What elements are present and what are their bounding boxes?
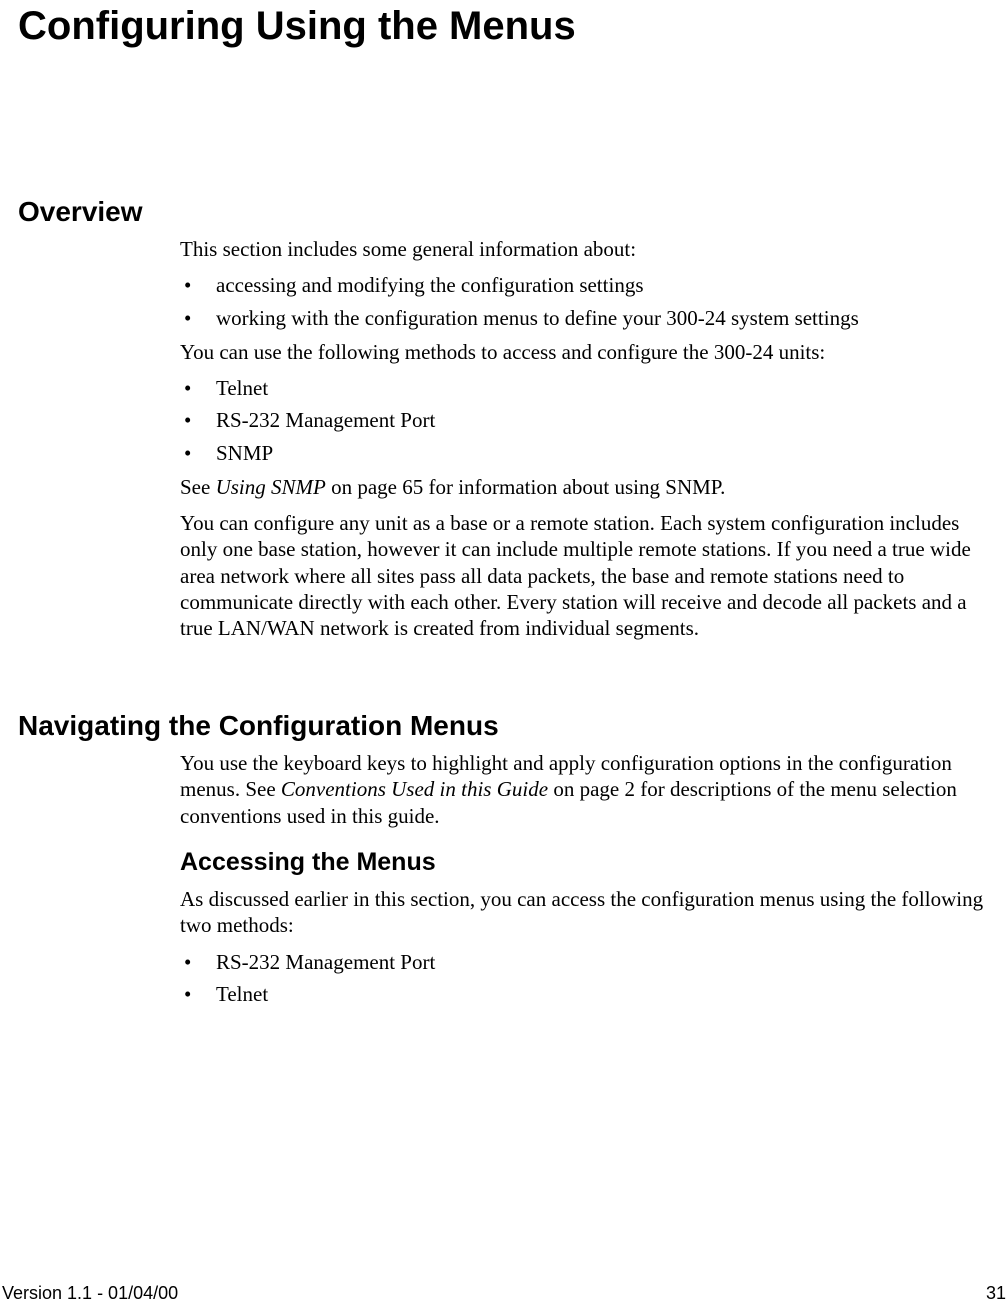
methods-intro: You can use the following methods to acc… — [180, 339, 990, 365]
see-pre: See — [180, 475, 216, 499]
footer-version: Version 1.1 - 01/04/00 — [2, 1283, 178, 1304]
list-item: accessing and modifying the configuratio… — [180, 272, 990, 298]
list-item: Telnet — [180, 981, 990, 1007]
overview-intro: This section includes some general infor… — [180, 236, 990, 262]
list-item: SNMP — [180, 440, 990, 466]
config-paragraph: You can configure any unit as a base or … — [180, 510, 990, 641]
see-snmp-line: See Using SNMP on page 65 for informatio… — [180, 474, 990, 500]
navigating-para: You use the keyboard keys to highlight a… — [180, 750, 990, 829]
page-title: Configuring Using the Menus — [18, 4, 576, 49]
page: Configuring Using the Menus Overview Thi… — [0, 0, 1008, 1312]
nav-para-ref: Conventions Used in this Guide — [281, 777, 548, 801]
list-item: RS-232 Management Port — [180, 949, 990, 975]
accessing-heading: Accessing the Menus — [180, 847, 990, 878]
list-item: RS-232 Management Port — [180, 407, 990, 433]
navigating-body: You use the keyboard keys to highlight a… — [180, 750, 990, 1015]
list-item: Telnet — [180, 375, 990, 401]
overview-bullets-b: Telnet RS-232 Management Port SNMP — [180, 375, 990, 466]
accessing-bullets: RS-232 Management Port Telnet — [180, 949, 990, 1008]
navigating-heading: Navigating the Configuration Menus — [18, 710, 499, 742]
overview-body: This section includes some general infor… — [180, 236, 990, 651]
footer-page-number: 31 — [986, 1283, 1006, 1304]
see-post: on page 65 for information about using S… — [326, 475, 726, 499]
overview-heading: Overview — [18, 196, 143, 228]
accessing-intro: As discussed earlier in this section, yo… — [180, 886, 990, 939]
list-item: working with the configuration menus to … — [180, 305, 990, 331]
overview-bullets-a: accessing and modifying the configuratio… — [180, 272, 990, 331]
see-ref: Using SNMP — [216, 475, 326, 499]
